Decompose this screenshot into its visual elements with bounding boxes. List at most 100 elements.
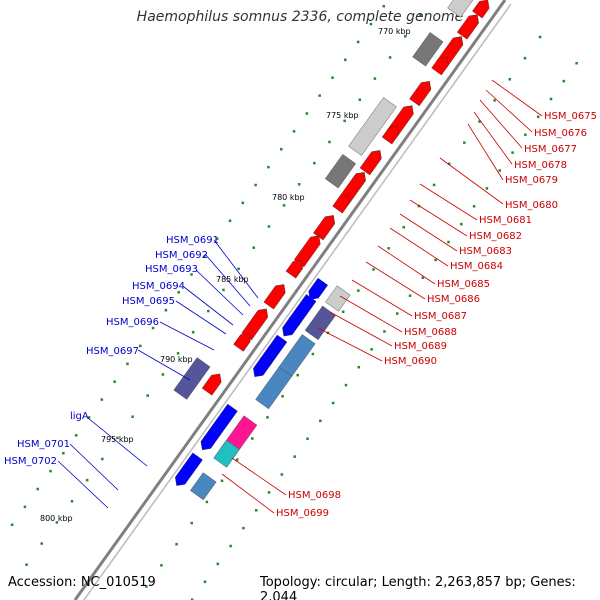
- reverse-gene-685: [313, 215, 336, 241]
- reverse-gene-681: [381, 125, 400, 145]
- reverse-gene-686-shape: [293, 235, 321, 268]
- reverse-gene-678-shape: [431, 56, 449, 76]
- gene-label-hsm-0696[interactable]: HSM_0696: [106, 317, 159, 328]
- reverse-gene-676: [457, 14, 479, 40]
- forward-gene-698-shape: [175, 452, 203, 486]
- leader-right-5: [439, 157, 504, 205]
- gc-dot-inner-left: [175, 542, 178, 546]
- gene-label-hsm-0699[interactable]: HSM_0699: [276, 508, 329, 519]
- gene-label-hsm-0675[interactable]: HSM_0675: [544, 111, 597, 122]
- gene-label-hsm-0690[interactable]: HSM_0690: [384, 356, 437, 367]
- gc-dot-inner-left: [341, 310, 345, 313]
- feature-grey-0-shape: [447, 0, 485, 18]
- gene-label-hsm-0698[interactable]: HSM_0698: [288, 490, 341, 501]
- gene-label-hsm-0702[interactable]: HSM_0702: [4, 456, 57, 467]
- gene-label-hsm-0677[interactable]: HSM_0677: [524, 144, 577, 155]
- gc-dot-inner-left: [402, 225, 406, 229]
- gc-dot-outer-right: [126, 362, 129, 366]
- reverse-gene-690-shape: [233, 332, 251, 352]
- gc-dot-inner-left: [493, 99, 496, 102]
- gc-dot-inner-right: [101, 457, 104, 461]
- gc-dot-inner-left: [296, 373, 299, 377]
- gene-label-hsm-0681[interactable]: HSM_0681: [479, 215, 532, 226]
- gene-label-hsm-0686[interactable]: HSM_0686: [427, 294, 480, 305]
- gene-label-liga[interactable]: ligA: [70, 411, 89, 422]
- gene-label-hsm-0691[interactable]: HSM_0691: [166, 235, 219, 246]
- gene-label-hsm-0682[interactable]: HSM_0682: [469, 231, 522, 242]
- tick-label-800: 800 kbp: [40, 514, 73, 523]
- gc-dot-outer-left: [293, 455, 296, 458]
- gene-label-hsm-0678[interactable]: HSM_0678: [514, 160, 567, 171]
- leader-right-13: [339, 295, 403, 333]
- gc-dot-inner-left: [538, 35, 542, 39]
- gc-dot-outer-right: [190, 273, 193, 276]
- gene-label-hsm-0683[interactable]: HSM_0683: [459, 246, 512, 257]
- gc-dot-outer-left: [319, 419, 322, 423]
- gc-dot-inner-left: [447, 162, 451, 166]
- reverse-gene-686: [293, 235, 321, 268]
- feature-purple-699: [173, 357, 211, 400]
- gc-dot-outer-right: [318, 94, 321, 97]
- feature-grey-2: [348, 97, 397, 156]
- gene-label-hsm-0695[interactable]: HSM_0695: [122, 296, 175, 307]
- gc-dot-outer-left: [383, 330, 386, 333]
- leader-left-8: [69, 443, 119, 491]
- forward-gene-691-shape: [308, 277, 329, 300]
- leader-left-6: [137, 349, 191, 381]
- gc-dot-outer-left: [216, 562, 220, 566]
- reverse-gene-688: [263, 284, 286, 310]
- gene-label-hsm-0693[interactable]: HSM_0693: [145, 264, 198, 275]
- gene-label-hsm-0692[interactable]: HSM_0692: [155, 250, 208, 261]
- reverse-gene-675-shape: [472, 0, 490, 19]
- gc-dot-outer-right: [305, 112, 309, 115]
- gc-dot-outer-left: [242, 526, 245, 530]
- gc-dot-outer-left: [562, 79, 566, 83]
- gc-dot-inner-left: [372, 268, 375, 271]
- leader-left-9: [57, 460, 109, 509]
- gc-dot-outer-right: [151, 326, 155, 330]
- feature-dark-3: [324, 154, 356, 189]
- gc-dot-outer-left: [357, 365, 361, 369]
- gc-dot-inner-right: [358, 98, 362, 101]
- gene-label-hsm-0687[interactable]: HSM_0687: [414, 311, 467, 322]
- gc-dot-outer-left: [370, 348, 373, 351]
- gc-dot-outer-right: [292, 130, 296, 133]
- gc-dot-inner-right: [176, 352, 180, 355]
- gene-label-hsm-0680[interactable]: HSM_0680: [505, 200, 558, 211]
- forward-gene-698: [175, 452, 203, 486]
- gene-label-hsm-0685[interactable]: HSM_0685: [437, 279, 490, 290]
- genome-backbone-line: [73, 0, 507, 600]
- feature-grey-0: [447, 0, 485, 18]
- gc-dot-inner-right: [419, 13, 422, 17]
- leader-right-15: [317, 327, 383, 362]
- leader-right-4: [467, 123, 504, 181]
- tick-label-785: 785 kbp: [216, 275, 249, 284]
- forward-gene-693-shape: [282, 314, 302, 337]
- gene-label-hsm-0684[interactable]: HSM_0684: [450, 261, 503, 272]
- reverse-gene-679: [409, 81, 432, 107]
- gc-dot-outer-right: [267, 165, 270, 169]
- gene-label-hsm-0679[interactable]: HSM_0679: [505, 175, 558, 186]
- gc-dot-outer-right: [113, 380, 116, 383]
- gene-label-hsm-0694[interactable]: HSM_0694: [132, 281, 185, 292]
- leader-left-3: [183, 286, 234, 326]
- gc-dot-inner-right: [403, 35, 407, 38]
- gc-dot-outer-right: [87, 416, 91, 419]
- gc-dot-outer-left: [203, 580, 207, 584]
- forward-gene-693: [282, 314, 302, 337]
- gene-label-hsm-0689[interactable]: HSM_0689: [394, 341, 447, 352]
- gene-label-hsm-0701[interactable]: HSM_0701: [17, 439, 70, 450]
- gc-dot-inner-left: [523, 56, 527, 60]
- gene-label-hsm-0676[interactable]: HSM_0676: [534, 128, 587, 139]
- accession-text: Accession: NC_010519: [8, 575, 156, 590]
- gc-dot-inner-right: [25, 563, 28, 566]
- gc-dot-outer-left: [395, 312, 399, 315]
- gc-dot-inner-left: [251, 437, 254, 440]
- reverse-gene-676-shape: [457, 14, 479, 40]
- gc-dot-outer-right: [369, 22, 373, 26]
- genome-backbone-shadow: [82, 3, 512, 600]
- gene-label-hsm-0688[interactable]: HSM_0688: [404, 327, 457, 338]
- gene-label-hsm-0697[interactable]: HSM_0697: [86, 346, 139, 357]
